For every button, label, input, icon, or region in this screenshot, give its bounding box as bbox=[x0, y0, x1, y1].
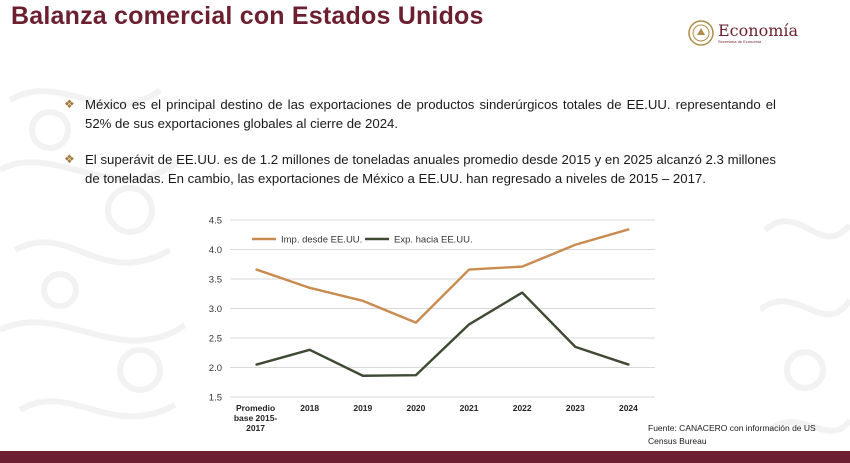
bullet-item: ❖ México es el principal destino de las … bbox=[64, 95, 776, 133]
slide-title: Balanza comercial con Estados Unidos bbox=[11, 2, 484, 30]
x-tick-label: 2019 bbox=[353, 403, 372, 413]
y-tick-label: 4.0 bbox=[209, 245, 222, 256]
chart-svg: 4.5 4.0 3.5 3.0 2.5 2.0 1.5 Promedio base 2015-2… bbox=[209, 216, 655, 433]
decorative-pattern-right bbox=[760, 218, 850, 434]
source-note: Fuente: CANACERO con información de US C… bbox=[648, 423, 816, 446]
y-tick-label: 2.5 bbox=[209, 334, 222, 345]
economia-logo: Economía Secretaría de Economía bbox=[688, 20, 798, 46]
legend-label: Imp. desde EE.UU. bbox=[281, 235, 362, 246]
bullet-text: El superávit de EE.UU. es de 1.2 millone… bbox=[85, 152, 776, 186]
y-tick-label: 3.5 bbox=[209, 275, 222, 286]
trade-balance-chart: 4.5 4.0 3.5 3.0 2.5 2.0 1.5 Promedio base 2015-2… bbox=[190, 207, 670, 437]
decorative-pattern-left bbox=[0, 87, 187, 420]
diamond-bullet-icon: ❖ bbox=[64, 152, 75, 166]
legend-label: Exp. hacia EE.UU. bbox=[394, 235, 473, 246]
series-line-imp bbox=[255, 228, 630, 324]
bottom-bar bbox=[0, 451, 850, 463]
x-tick-label: 2024 bbox=[619, 403, 638, 413]
diamond-bullet-icon: ❖ bbox=[64, 97, 75, 111]
logo-subtitle: Secretaría de Economía bbox=[718, 38, 762, 44]
logo-name: Economía bbox=[718, 20, 799, 40]
y-tick-label: 3.0 bbox=[209, 304, 222, 315]
y-tick-label: 1.5 bbox=[209, 393, 222, 404]
bullet-item: ❖ El superávit de EE.UU. es de 1.2 millo… bbox=[64, 150, 776, 188]
mexico-seal-icon bbox=[688, 20, 714, 46]
x-tick-label: 2023 bbox=[566, 403, 585, 413]
bullet-list: ❖ México es el principal destino de las … bbox=[64, 95, 776, 205]
y-tick-label: 4.5 bbox=[209, 216, 222, 227]
bullet-text: México es el principal destino de las ex… bbox=[85, 97, 776, 131]
x-tick-label: Promedio base 2015-2017 bbox=[234, 403, 278, 433]
x-tick-label: 2020 bbox=[406, 403, 425, 413]
x-tick-label: 2022 bbox=[513, 403, 532, 413]
x-tick-label: 2021 bbox=[460, 403, 479, 413]
x-tick-label: 2018 bbox=[300, 403, 319, 413]
y-tick-label: 2.0 bbox=[209, 363, 222, 374]
series-line-exp bbox=[255, 291, 630, 377]
